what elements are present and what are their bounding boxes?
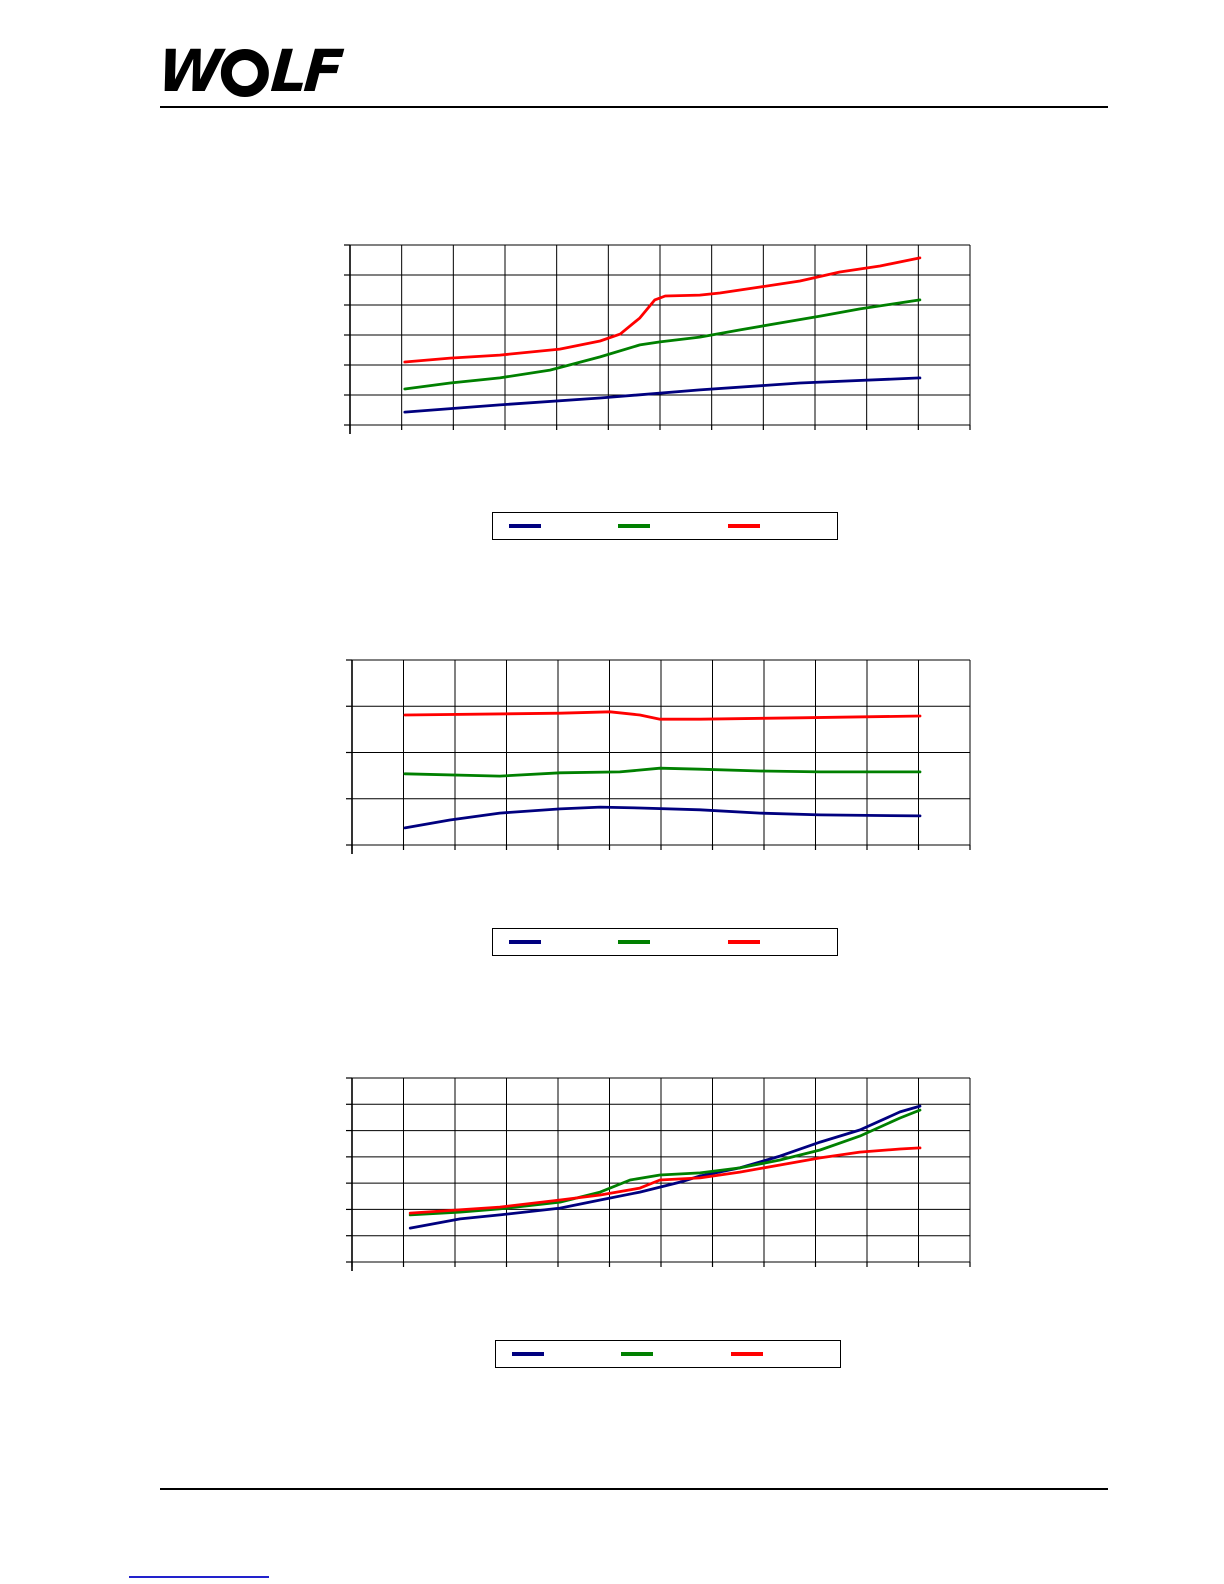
wolf-logo-o-icon <box>220 49 269 97</box>
legend-1-item-red <box>727 524 837 528</box>
legend-red-swatch-icon <box>727 524 760 528</box>
line-chart-3 <box>346 1077 971 1271</box>
wolf-logo-text-w: W <box>155 37 221 105</box>
legend-3-item-blue <box>512 1352 621 1356</box>
legend-3-item-red <box>730 1352 840 1356</box>
legend-red-swatch-icon <box>727 940 760 944</box>
legend-red-swatch-icon <box>730 1352 763 1356</box>
legend-3 <box>495 1340 841 1368</box>
line-chart-2 <box>346 659 971 854</box>
footer-rule <box>160 1488 1108 1490</box>
legend-1 <box>492 512 838 540</box>
legend-blue-swatch-icon <box>509 524 541 528</box>
legend-2-item-green <box>618 940 727 944</box>
legend-2-item-blue <box>509 940 618 944</box>
legend-green-swatch-icon <box>618 940 651 944</box>
legend-green-swatch-icon <box>621 1352 654 1356</box>
footer-link-underline[interactable] <box>129 1576 269 1578</box>
wolf-logo: W LF <box>155 37 342 105</box>
legend-2 <box>492 928 838 956</box>
legend-2-item-red <box>727 940 837 944</box>
legend-1-item-green <box>618 524 727 528</box>
legend-blue-swatch-icon <box>512 1352 544 1356</box>
header-rule <box>160 106 1108 108</box>
legend-green-swatch-icon <box>618 524 651 528</box>
legend-1-item-blue <box>509 524 618 528</box>
wolf-logo-text-lf: LF <box>268 37 342 105</box>
legend-3-item-green <box>621 1352 730 1356</box>
legend-blue-swatch-icon <box>509 940 541 944</box>
line-chart-1 <box>344 244 971 434</box>
